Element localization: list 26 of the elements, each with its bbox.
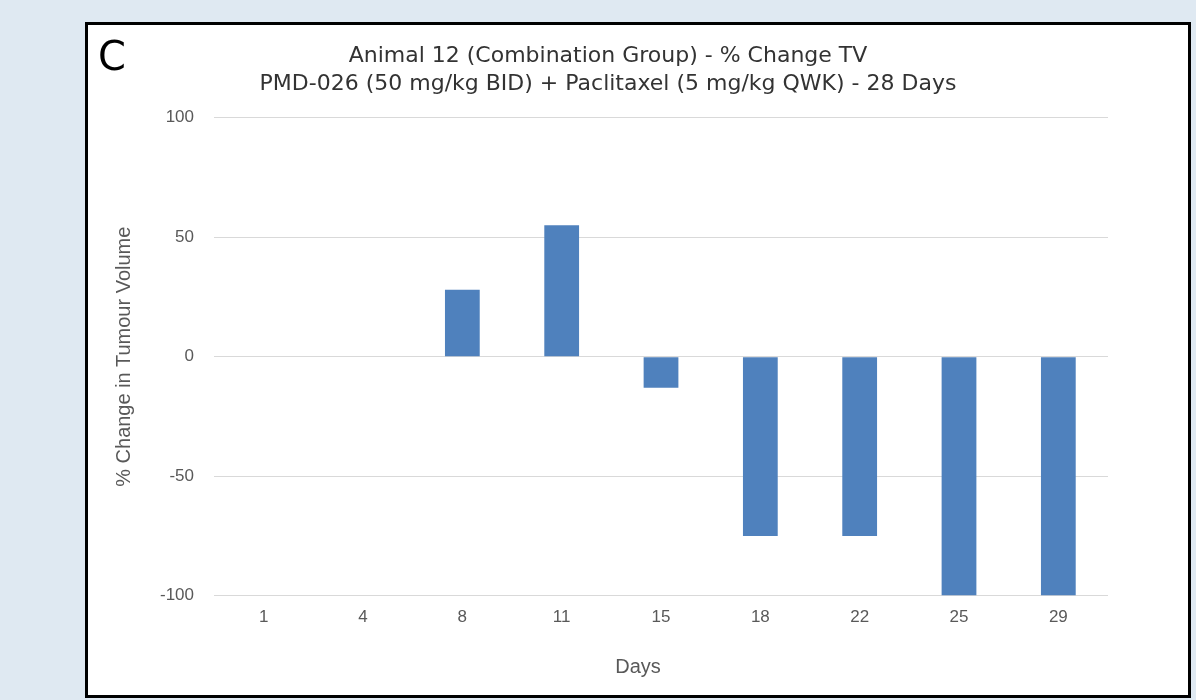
bar [1040,357,1076,596]
x-tick-label: 22 [850,607,870,627]
y-tick-label: 100 [165,107,195,127]
x-tick-label: 25 [949,607,969,627]
x-axis-title: Days [614,655,662,678]
text: C [98,33,126,79]
y-tick-label: 0 [184,346,195,366]
bar [742,357,778,536]
x-tick-label: 18 [750,607,770,627]
x-tick-label: 29 [1048,607,1068,627]
bar [643,357,679,388]
y-axis-title: % Change in Tumour Volume [111,226,134,487]
y-tick-label: 50 [175,226,195,246]
y-tick-label: -50 [169,465,195,485]
bar [444,289,480,357]
x-tick-label: 4 [358,607,368,627]
x-tick-label: 1 [258,607,269,627]
chart-title: Animal 12 (Combination Group) - % Change TV [348,41,868,67]
bar [842,357,878,536]
x-tick-label: 11 [552,607,571,627]
chart-subtitle: PMD-026 (50 mg/kg BID) + Paclitaxel (5 mg/kg QWK) - 28 Days [259,70,957,96]
bar [941,357,977,596]
x-tick-label: 8 [457,607,468,627]
bar [544,225,580,357]
x-tick-label: 15 [651,607,671,627]
y-tick-label: -100 [159,585,195,605]
